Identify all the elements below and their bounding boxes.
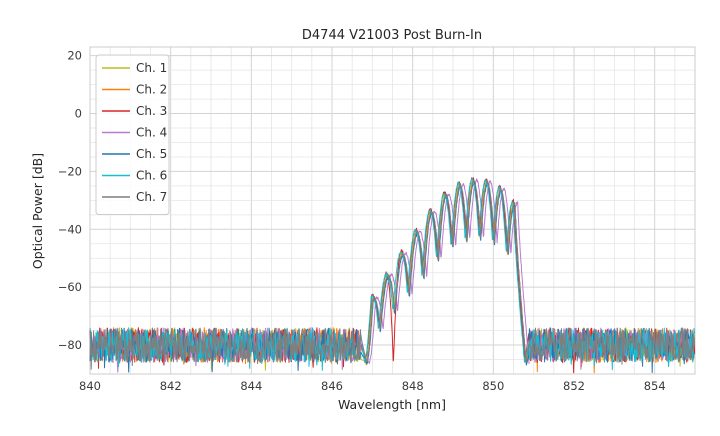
series-lines: [89, 177, 696, 374]
legend-item-ch-3: Ch. 3: [102, 104, 167, 118]
axes: 840 842 844 846 848 850 852 854 20 0 −20 −40 −60 −80: [58, 46, 696, 393]
chart-title: D4744 V21003 Post Burn-In: [302, 28, 482, 43]
legend-item-ch-2: Ch. 2: [102, 83, 167, 97]
y-tick-label: −40: [58, 222, 82, 236]
y-tick-label: −60: [58, 280, 82, 294]
x-tick-label: 844: [240, 379, 262, 393]
x-tick-label: 852: [563, 379, 585, 393]
legend-label: Ch. 7: [136, 190, 167, 204]
y-axis-label: Optical Power [dB]: [30, 153, 45, 269]
grid: [89, 47, 696, 375]
legend-label: Ch. 5: [136, 147, 167, 161]
y-tick-label: 20: [67, 49, 82, 63]
plot-border: [89, 46, 696, 375]
legend-item-ch-6: Ch. 6: [102, 169, 167, 183]
legend-frame: [95, 54, 170, 215]
y-tick-label: 0: [75, 107, 82, 121]
x-tick-label: 846: [321, 379, 343, 393]
series-line-ch-7: [89, 180, 696, 370]
legend-label: Ch. 2: [136, 83, 167, 97]
legend-label: Ch. 3: [136, 104, 167, 118]
legend-label: Ch. 6: [136, 169, 167, 183]
legend-item-ch-7: Ch. 7: [102, 190, 167, 204]
legend-item-ch-5: Ch. 5: [102, 147, 167, 161]
x-axis-label: Wavelength [nm]: [338, 397, 446, 412]
y-tick-label: −20: [58, 164, 82, 178]
legend-label: Ch. 4: [136, 126, 167, 140]
y-tick-label: −80: [58, 338, 82, 352]
legend: Ch. 1 Ch. 2 Ch. 3 Ch. 4 Ch. 5 Ch. 6 Ch. 7: [95, 54, 170, 215]
x-tick-label: 842: [160, 379, 182, 393]
legend-item-ch-4: Ch. 4: [102, 126, 167, 140]
x-tick-label: 850: [482, 379, 504, 393]
x-tick-label: 848: [402, 379, 424, 393]
legend-item-ch-1: Ch. 1: [102, 61, 167, 75]
x-tick-label: 840: [79, 379, 101, 393]
x-tick-label: 854: [644, 379, 666, 393]
legend-label: Ch. 1: [136, 61, 167, 75]
